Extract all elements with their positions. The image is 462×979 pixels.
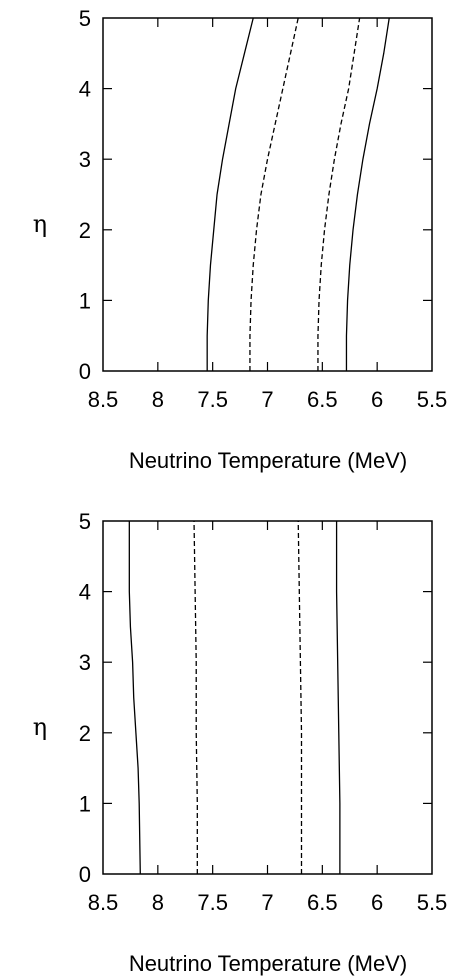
series-line-2 xyxy=(193,520,198,874)
series-line-1 xyxy=(128,521,141,875)
series-line-2 xyxy=(249,17,299,371)
series-line-3 xyxy=(297,520,303,874)
series-line-1 xyxy=(206,17,254,371)
y-tick-label: 1 xyxy=(79,288,91,313)
x-tick-label: 7.5 xyxy=(197,890,228,915)
x-tick-label: 8 xyxy=(152,387,164,412)
x-tick-label: 7 xyxy=(261,387,273,412)
x-axis-title: Neutrino Temperature (MeV) xyxy=(129,951,407,976)
y-tick-label: 5 xyxy=(79,6,91,31)
y-tick-label: 4 xyxy=(79,580,91,605)
x-tick-label: 8.5 xyxy=(88,387,119,412)
series-line-3 xyxy=(317,17,361,371)
y-axis-title: η xyxy=(33,210,47,238)
x-tick-label: 6 xyxy=(371,890,383,915)
x-tick-label: 7.5 xyxy=(197,387,228,412)
y-tick-label: 5 xyxy=(79,509,91,534)
y-tick-label: 2 xyxy=(79,721,91,746)
x-tick-label: 6.5 xyxy=(307,387,338,412)
y-tick-label: 0 xyxy=(79,862,91,887)
series-line-4 xyxy=(335,521,341,874)
series-line-4 xyxy=(345,17,390,371)
y-tick-label: 3 xyxy=(79,650,91,675)
y-tick-label: 4 xyxy=(79,77,91,102)
x-tick-label: 7 xyxy=(261,890,273,915)
x-tick-label: 6 xyxy=(371,387,383,412)
y-tick-label: 2 xyxy=(79,218,91,243)
x-tick-label: 6.5 xyxy=(307,890,338,915)
x-tick-label: 5.5 xyxy=(417,890,448,915)
y-tick-label: 1 xyxy=(79,791,91,816)
x-tick-label: 8.5 xyxy=(88,890,119,915)
x-tick-label: 5.5 xyxy=(417,387,448,412)
x-axis-title: Neutrino Temperature (MeV) xyxy=(129,448,407,473)
x-tick-label: 8 xyxy=(152,890,164,915)
plot-frame xyxy=(102,520,433,875)
top-chart: 8.5 8 7.5 7 6.5 6 5.5 0 1 2 3 4 5 Neutrino Temperatur… xyxy=(33,6,447,473)
bottom-chart: 8.5 8 7.5 7 6.5 6 5.5 0 1 2 3 4 5 Neutrino Temperatur… xyxy=(33,509,447,976)
y-tick-label: 0 xyxy=(79,359,91,384)
plot-frame xyxy=(102,17,433,372)
y-tick-label: 3 xyxy=(79,147,91,172)
y-axis-title: η xyxy=(33,713,47,741)
